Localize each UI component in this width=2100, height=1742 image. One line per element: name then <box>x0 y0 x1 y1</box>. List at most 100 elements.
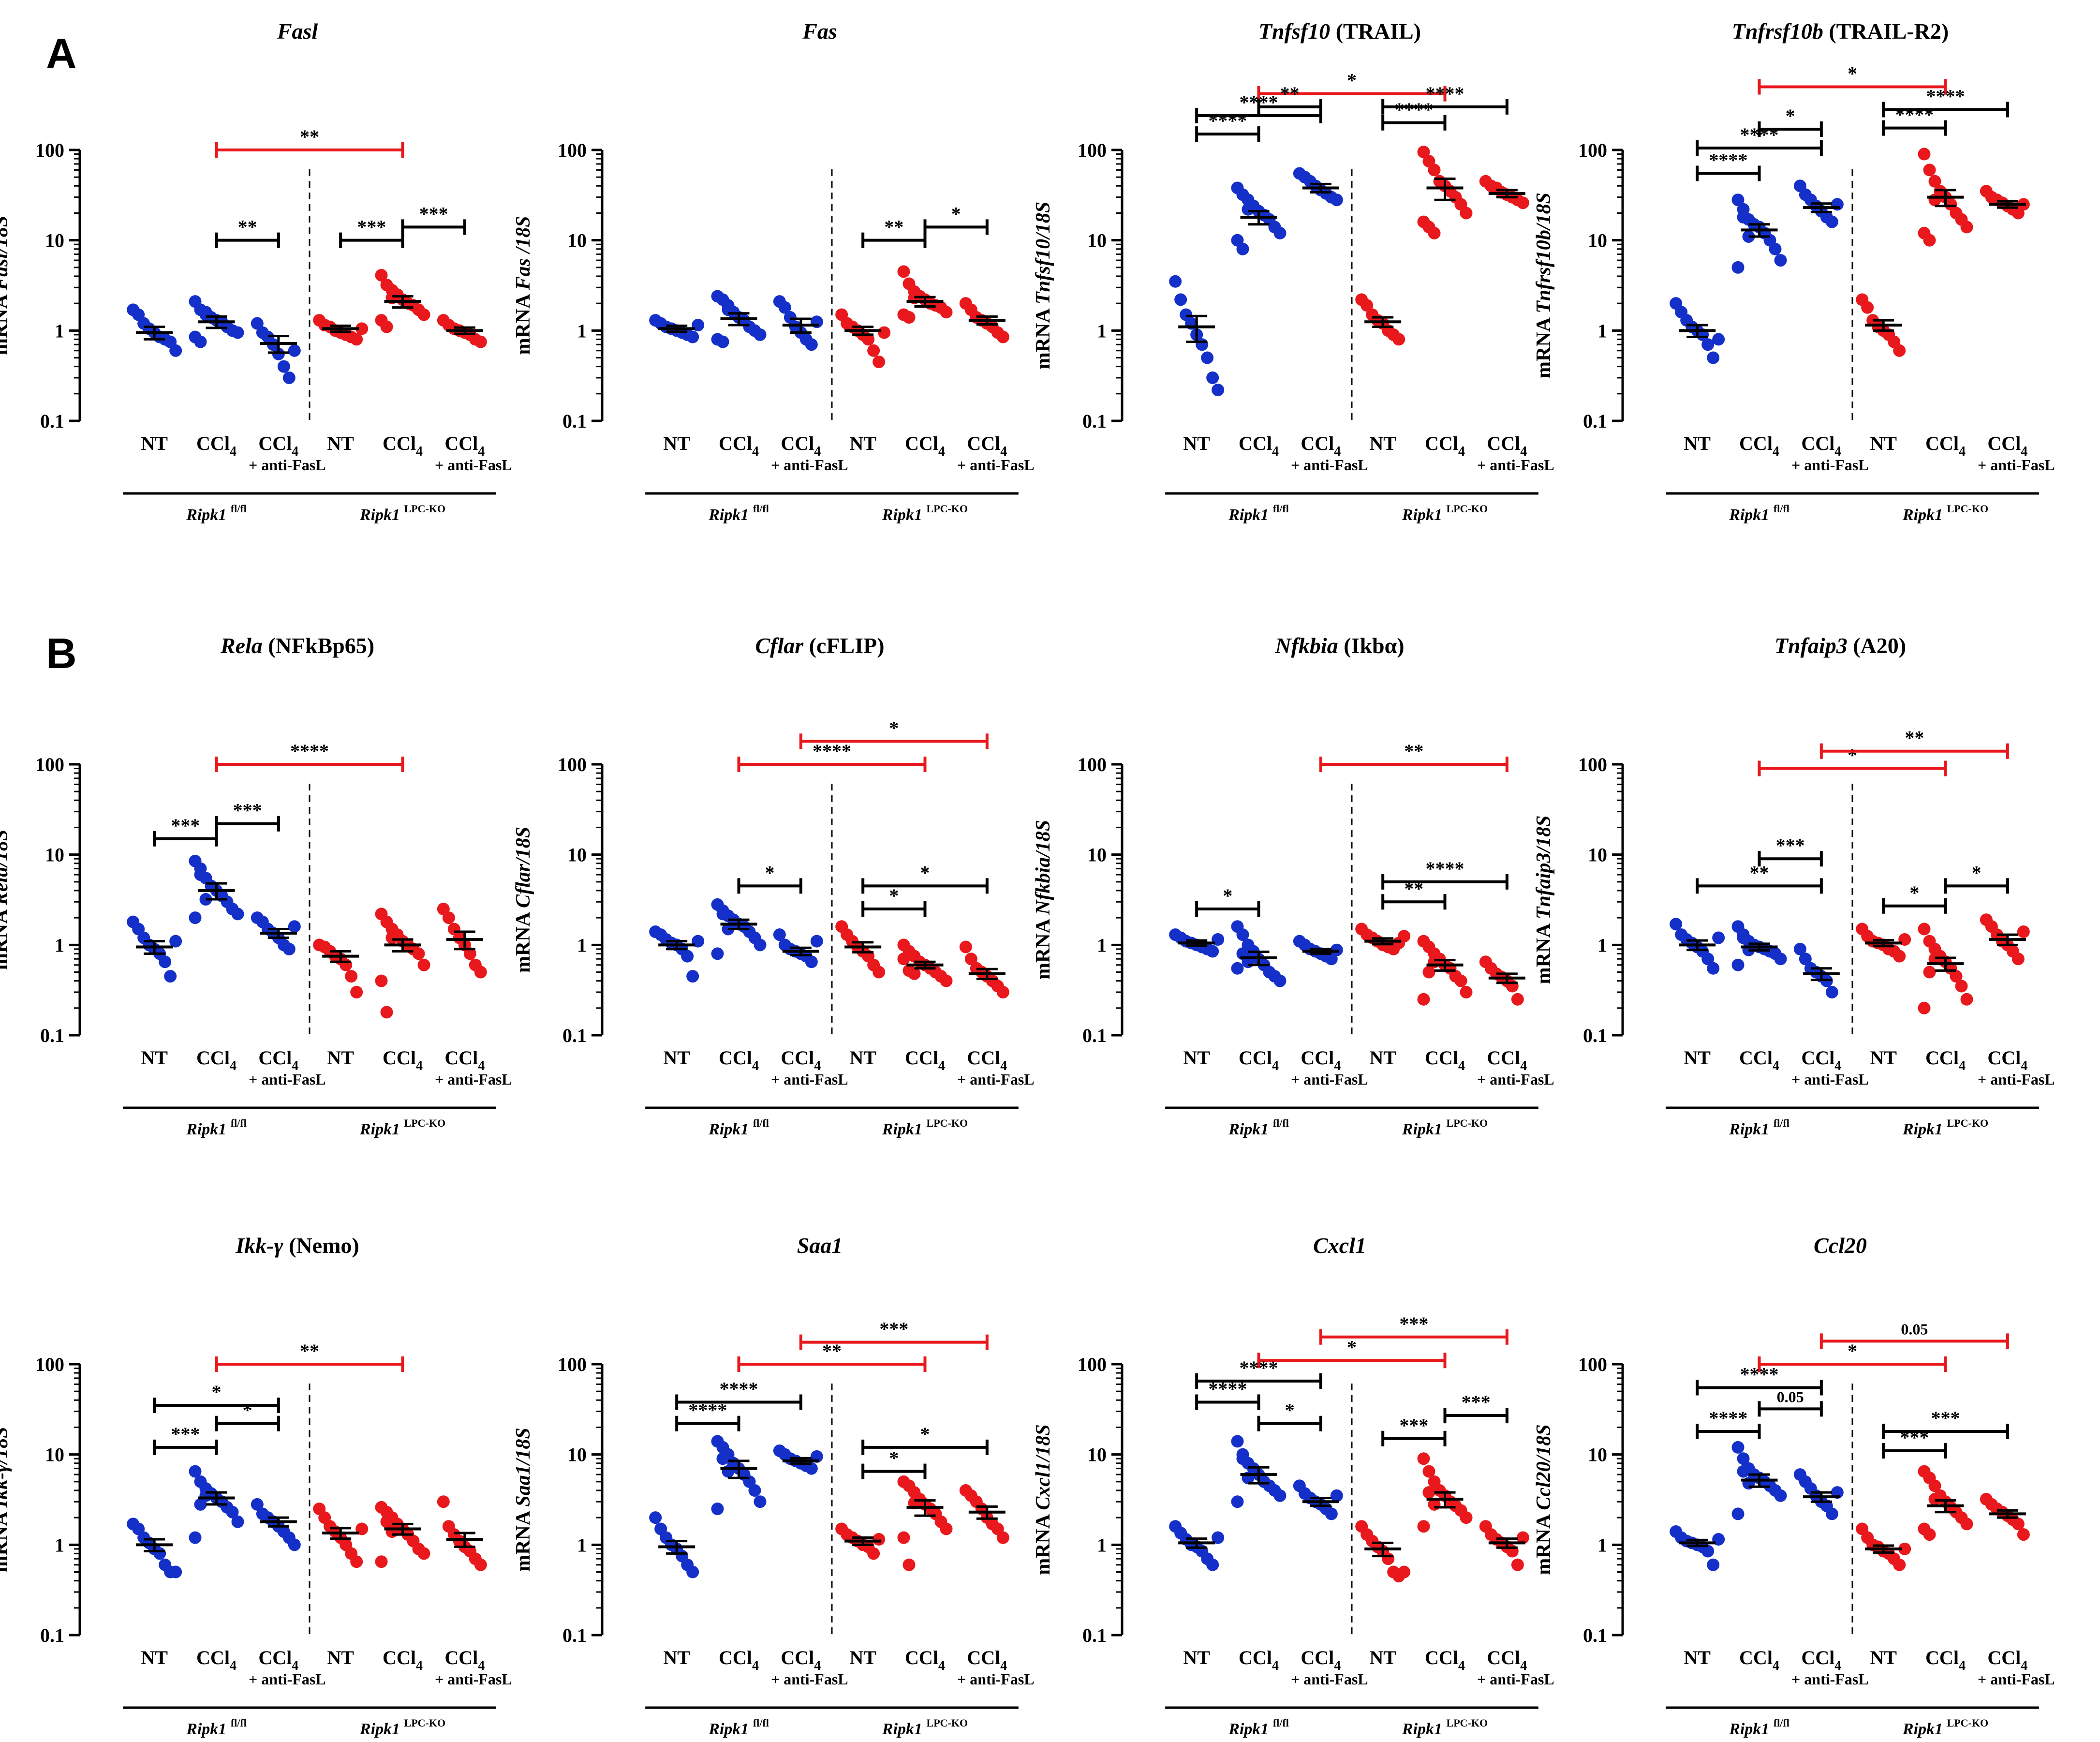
x-group-label: CCl4 <box>444 432 485 459</box>
y-tick-label: 1 <box>1097 1534 1107 1556</box>
data-point <box>686 970 699 983</box>
x-group-label-subscript: 4 <box>1520 1658 1527 1673</box>
significance-label: * <box>1223 885 1232 907</box>
x-group-label-subscript: 4 <box>1959 1658 1966 1673</box>
significance-bracket: ** <box>1696 862 1823 894</box>
x-group-label-text: CCl <box>1739 1047 1773 1069</box>
genotype-label: Ripk1 LPC-KO <box>359 1717 445 1738</box>
series-2 <box>189 295 244 348</box>
y-tick-label: 10 <box>45 844 64 866</box>
series-5 <box>1417 935 1473 1006</box>
significance-label: * <box>765 862 775 883</box>
genotype-label: Ripk1 fl/fl <box>186 503 247 524</box>
data-point <box>2011 1518 2025 1531</box>
data-point <box>226 1505 239 1519</box>
x-group-label-text: CCl <box>719 432 752 454</box>
x-group-label-text: CCl <box>1425 1647 1458 1668</box>
significance-bracket: ** <box>737 1340 927 1372</box>
y-tick-label: 1 <box>577 1534 587 1556</box>
y-tick-label: 100 <box>1578 139 1607 161</box>
data-point <box>1454 974 1467 987</box>
data-point <box>1731 194 1745 207</box>
genotype-label-superscript: LPC-KO <box>927 1717 968 1729</box>
x-group-label-treatment: + anti-FasL <box>1791 456 1869 474</box>
significance-label: **** <box>720 1378 758 1400</box>
genotype-label: Ripk1 LPC-KO <box>1902 1717 1988 1738</box>
x-group-label: CCl4 <box>1425 432 1465 459</box>
significance-label: **** <box>1709 1407 1747 1429</box>
y-axis-label: mRNA Tnfrsf10b/18S <box>1533 193 1555 378</box>
significance-bracket: ** <box>1257 83 1322 115</box>
data-point <box>2017 925 2030 938</box>
series-1 <box>649 1511 699 1578</box>
data-point <box>1701 1545 1715 1558</box>
data-point <box>1928 175 1941 188</box>
series-4 <box>1355 923 1411 955</box>
significance-label: *** <box>357 216 386 238</box>
data-point <box>1460 1511 1473 1524</box>
significance-label: **** <box>1895 104 1934 126</box>
significance-label: * <box>889 885 899 907</box>
x-group-label-subscript: 4 <box>1334 444 1341 459</box>
significance-label: **** <box>688 1400 727 1421</box>
series-4 <box>835 1522 886 1560</box>
significance-label: * <box>1347 70 1357 91</box>
x-group-label-subscript: 4 <box>1272 1658 1279 1673</box>
data-point <box>1398 930 1411 943</box>
data-point <box>1774 1489 1787 1502</box>
data-point <box>437 1495 450 1508</box>
data-point <box>1731 1441 1745 1454</box>
x-group-label-text: CCl <box>1239 1047 1272 1069</box>
data-point <box>277 360 290 373</box>
x-group-label-text: CCl <box>1739 1647 1773 1668</box>
data-point <box>350 333 363 346</box>
genotype-label: Ripk1 LPC-KO <box>1402 1117 1488 1138</box>
series-1 <box>649 314 705 343</box>
x-group-label-treatment: + anti-FasL <box>1477 1670 1554 1688</box>
x-group-label: NT <box>1870 432 1897 454</box>
genotype-label-superscript: fl/fl <box>1774 1117 1789 1129</box>
chart-title-gene: Saa1 <box>797 1233 843 1258</box>
chart-title: Tnfrsf10b (TRAIL-R2) <box>1732 19 1949 44</box>
x-group-label: NT <box>849 1647 876 1668</box>
data-point <box>716 908 729 921</box>
data-point <box>1928 1479 1941 1492</box>
series-1 <box>649 925 705 983</box>
series-3 <box>1293 167 1343 207</box>
x-group-label-text: CCl <box>1925 432 1959 454</box>
x-group-label: NT <box>327 1047 354 1069</box>
x-group-label-subscript: 4 <box>1959 1058 1966 1073</box>
significance-label: * <box>1909 882 1919 904</box>
data-point <box>1712 333 1725 346</box>
significance-bracket: **** <box>737 740 927 772</box>
genotype-label-superscript: LPC-KO <box>927 503 968 515</box>
significance-label: ** <box>884 216 903 238</box>
x-group-label-treatment: + anti-FasL <box>435 1071 512 1088</box>
significance-bracket: *** <box>1882 1427 1947 1459</box>
x-group-label-text: CCl <box>1987 1047 2021 1069</box>
data-point <box>1731 958 1745 971</box>
y-axis-label-gene: Saa1/18S <box>512 1428 534 1506</box>
significance-bracket: * <box>861 1423 989 1455</box>
data-point <box>1460 985 1473 998</box>
x-group-label-treatment: + anti-FasL <box>435 456 512 474</box>
genotype-label: Ripk1 fl/fl <box>708 503 769 524</box>
genotype-label: Ripk1 LPC-KO <box>1902 1117 1988 1138</box>
y-tick-label: 100 <box>1578 754 1607 775</box>
x-group-label-subscript: 4 <box>292 444 298 459</box>
significance-label: * <box>920 862 930 883</box>
data-point <box>380 1515 393 1528</box>
genotype-label-base: Ripk1 <box>186 1720 231 1738</box>
data-point <box>1428 226 1441 239</box>
series-4 <box>1856 293 1906 357</box>
x-group-label-subscript: 4 <box>1458 1058 1465 1073</box>
significance-bracket: ** <box>215 1340 404 1372</box>
data-point <box>754 1495 767 1508</box>
y-tick-label: 10 <box>1087 230 1107 252</box>
significance-bracket: ** <box>215 216 280 248</box>
x-group-label: NT <box>1684 1047 1711 1069</box>
data-point <box>867 1547 880 1560</box>
chart-title-gene: Ccl20 <box>1814 1233 1867 1258</box>
data-point <box>350 1555 363 1568</box>
genotype-label-base: Ripk1 <box>1228 506 1273 524</box>
